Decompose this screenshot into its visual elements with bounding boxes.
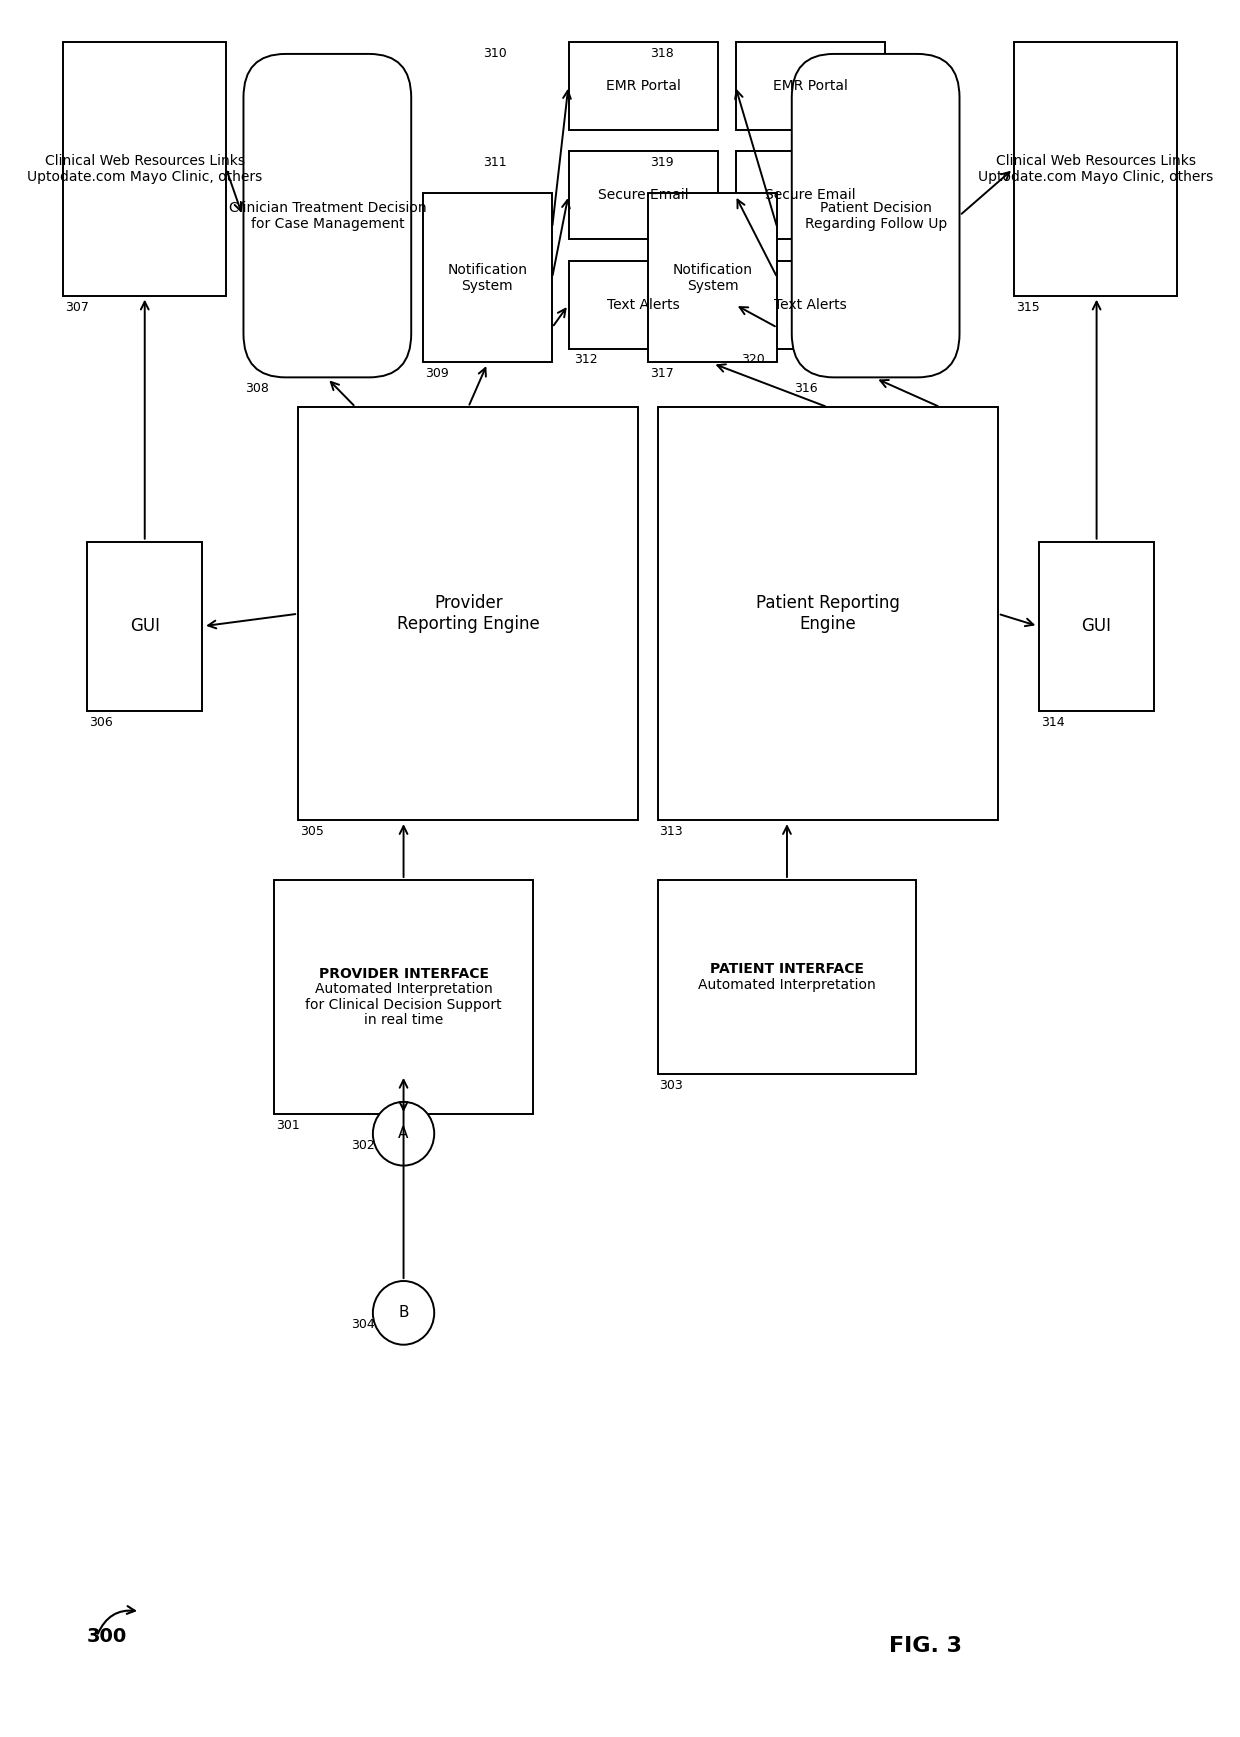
Text: 308: 308	[246, 382, 269, 396]
Text: 307: 307	[66, 301, 89, 314]
Text: Clinical Web Resources Links
Uptodate.com Mayo Clinic, others: Clinical Web Resources Links Uptodate.co…	[27, 155, 263, 184]
Text: in real time: in real time	[363, 1013, 443, 1027]
Text: Secure Email: Secure Email	[765, 188, 856, 201]
Text: EMR Portal: EMR Portal	[606, 78, 681, 92]
Text: 302: 302	[351, 1139, 374, 1152]
Text: Text Alerts: Text Alerts	[608, 297, 680, 311]
Bar	[1014, 42, 1177, 295]
Bar	[87, 542, 202, 710]
Text: Clinician Treatment Decision
for Case Management: Clinician Treatment Decision for Case Ma…	[228, 200, 427, 231]
Text: 310: 310	[484, 47, 507, 61]
Text: EMR Portal: EMR Portal	[773, 78, 848, 92]
Text: FIG. 3: FIG. 3	[889, 1636, 962, 1657]
Text: B: B	[398, 1306, 409, 1320]
Text: Notification
System: Notification System	[672, 262, 753, 294]
Text: 318: 318	[650, 47, 673, 61]
Bar	[649, 193, 777, 363]
Text: 300: 300	[87, 1628, 126, 1645]
Text: 312: 312	[574, 354, 598, 367]
Text: 303: 303	[660, 1079, 683, 1093]
Bar	[657, 406, 998, 820]
Text: 317: 317	[650, 368, 673, 380]
Text: 319: 319	[650, 156, 673, 170]
Bar	[569, 261, 718, 349]
FancyBboxPatch shape	[792, 54, 960, 377]
Bar	[657, 881, 916, 1073]
Bar	[569, 151, 718, 240]
Bar	[569, 42, 718, 130]
Text: 309: 309	[424, 368, 449, 380]
Bar	[63, 42, 226, 295]
Text: Automated Interpretation: Automated Interpretation	[315, 981, 492, 995]
Bar	[274, 881, 533, 1113]
FancyBboxPatch shape	[243, 54, 412, 377]
Text: 314: 314	[1042, 716, 1065, 730]
Text: 313: 313	[660, 825, 683, 839]
Text: Patient Reporting
Engine: Patient Reporting Engine	[755, 594, 900, 632]
Circle shape	[373, 1280, 434, 1344]
Text: Clinical Web Resources Links
Uptodate.com Mayo Clinic, others: Clinical Web Resources Links Uptodate.co…	[978, 155, 1213, 184]
Text: 304: 304	[351, 1318, 374, 1331]
Text: A: A	[398, 1126, 409, 1141]
Text: 305: 305	[300, 825, 324, 839]
Bar	[737, 151, 885, 240]
Bar	[423, 193, 552, 363]
Text: GUI: GUI	[130, 617, 160, 636]
Text: PROVIDER INTERFACE: PROVIDER INTERFACE	[319, 968, 489, 981]
Text: 306: 306	[89, 716, 113, 730]
Text: 316: 316	[794, 382, 817, 396]
Bar	[737, 42, 885, 130]
Text: GUI: GUI	[1081, 617, 1111, 636]
Text: Text Alerts: Text Alerts	[774, 297, 847, 311]
Text: 315: 315	[1016, 301, 1040, 314]
Text: 301: 301	[277, 1119, 300, 1133]
Text: Automated Interpretation: Automated Interpretation	[698, 978, 875, 992]
Text: 320: 320	[742, 354, 765, 367]
Text: Secure Email: Secure Email	[599, 188, 689, 201]
Bar	[1039, 542, 1154, 710]
Bar	[298, 406, 639, 820]
Text: Notification
System: Notification System	[448, 262, 527, 294]
Bar	[737, 261, 885, 349]
Circle shape	[373, 1101, 434, 1166]
Text: Provider
Reporting Engine: Provider Reporting Engine	[397, 594, 539, 632]
Text: Patient Decision
Regarding Follow Up: Patient Decision Regarding Follow Up	[805, 200, 947, 231]
Text: PATIENT INTERFACE: PATIENT INTERFACE	[711, 962, 864, 976]
Text: 311: 311	[484, 156, 507, 170]
Text: for Clinical Decision Support: for Clinical Decision Support	[305, 997, 502, 1011]
